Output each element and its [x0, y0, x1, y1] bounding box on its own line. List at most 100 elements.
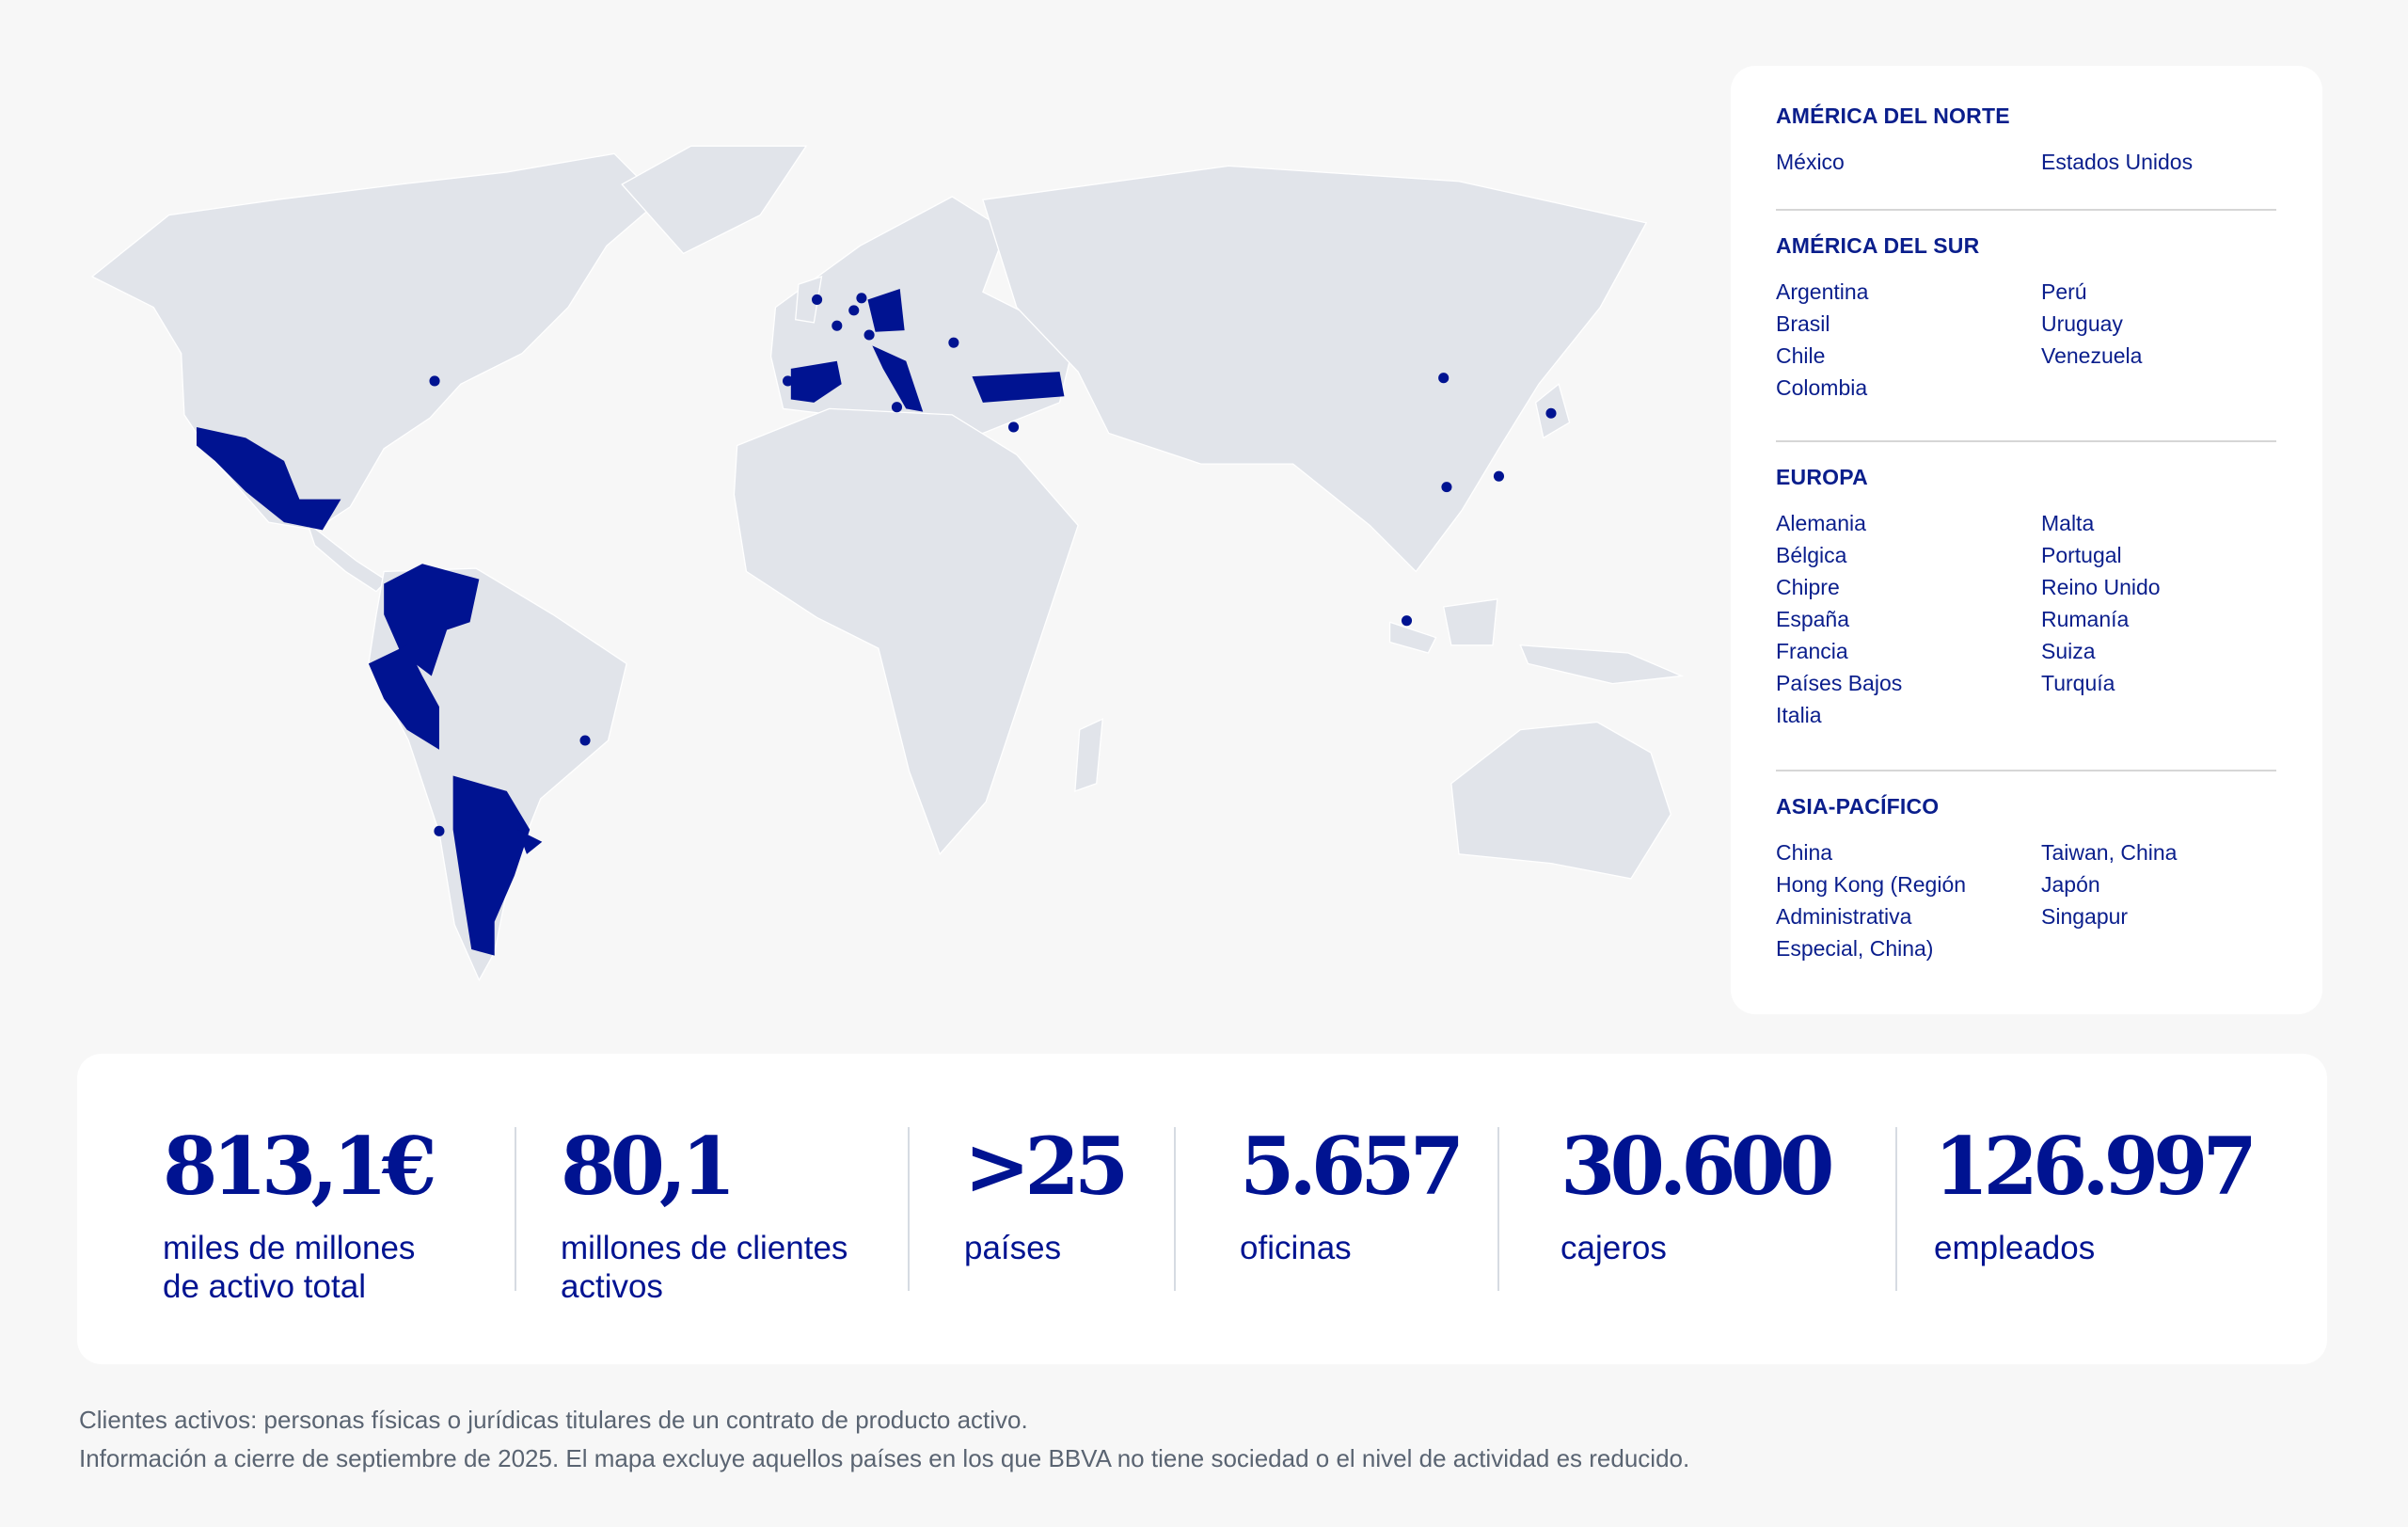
europe [769, 196, 1076, 435]
country-name: Turquía [2041, 671, 2115, 695]
location-dot [948, 337, 959, 348]
country-name: Italia [1776, 703, 1822, 727]
stat-label-line: activos [561, 1268, 663, 1305]
country-name: Perú [2041, 279, 2087, 304]
country-name: Venezuela [2041, 343, 2143, 368]
uk [795, 275, 823, 324]
central-america [306, 520, 388, 593]
location-dot [1008, 422, 1020, 433]
country-name: Chile [1776, 343, 1826, 368]
stat-value: 80,1 [561, 1120, 737, 1213]
country-name: Hong Kong (Región [1776, 872, 1967, 897]
country-name: Alemania [1776, 511, 1866, 535]
location-dot [579, 735, 591, 746]
stat-label-line: miles de millones [163, 1230, 416, 1266]
stat-value: 126.997 [1934, 1120, 2258, 1213]
sumatra [1388, 621, 1437, 654]
legend-region: AMÉRICA DEL NORTE México Estados Unidos [1776, 103, 2276, 178]
country-name: Reino Unido [2041, 575, 2161, 599]
stat-label: cajeros [1560, 1229, 1829, 1267]
location-dot [1493, 470, 1505, 482]
highlight-peru [368, 644, 439, 750]
divider [1895, 1127, 1897, 1291]
north-america [90, 152, 662, 532]
country-name: Taiwan, China [2041, 840, 2178, 865]
stat-label: países [964, 1229, 1123, 1267]
footnote-active-clients: Clientes activos: personas físicas o jur… [79, 1406, 1028, 1434]
highlight-spain [790, 360, 842, 403]
divider [1497, 1127, 1499, 1291]
key-figures-panel: 813,1€ miles de millones de activo total 80… [77, 1054, 2327, 1364]
location-dot [832, 320, 843, 331]
stat-value: 5.657 [1240, 1120, 1465, 1213]
country-name: Uruguay [2041, 311, 2123, 336]
region-title: EUROPA [1776, 465, 1868, 489]
highlight-italy [872, 345, 924, 412]
country-name: Bélgica [1776, 543, 1847, 567]
stat-label: oficinas [1240, 1229, 1459, 1267]
country-name: Especial, China) [1776, 936, 1934, 961]
highlight-uruguay [517, 829, 543, 854]
stat-label: millones de clientes activos [561, 1229, 848, 1306]
highlight-turkey [972, 372, 1065, 403]
location-dot [812, 294, 823, 305]
stat-item: 126.997 empleados [1934, 1120, 2258, 1267]
country-name: Portugal [2041, 543, 2122, 567]
stat-value: 30.600 [1560, 1120, 1834, 1213]
stat-label-line: de activo total [163, 1268, 366, 1305]
country-name: Francia [1776, 639, 1848, 663]
location-dot [434, 825, 445, 836]
country-name: Chipre [1776, 575, 1840, 599]
greenland [621, 145, 808, 255]
divider [908, 1127, 910, 1291]
divider [515, 1127, 516, 1291]
country-name: Suiza [2041, 639, 2096, 663]
footnote-info-date: Información a cierre de septiembre de 20… [79, 1444, 1690, 1472]
country-name: España [1776, 607, 1850, 631]
country-name: Malta [2041, 511, 2095, 535]
stat-item: 813,1€ miles de millones de activo total [163, 1120, 436, 1306]
location-dot [1401, 615, 1413, 627]
stat-item: >25 países [964, 1120, 1129, 1267]
highlight-mexico [196, 426, 341, 531]
stat-item: 80,1 millones de clientes activos [561, 1120, 848, 1306]
borneo [1442, 598, 1498, 646]
highlight-germany [867, 289, 905, 332]
divider [1174, 1127, 1176, 1291]
country-name: Argentina [1776, 279, 1869, 304]
location-dot [783, 375, 794, 387]
country-name: México [1776, 150, 1845, 174]
country-name: Estados Unidos [2041, 150, 2194, 174]
legend-region: AMÉRICA DEL SUR Argentina Brasil Chile Colom… [1776, 233, 2276, 404]
location-dot [863, 329, 875, 341]
location-dot [848, 305, 860, 316]
divider [1776, 209, 2276, 211]
highlight-argentina [452, 775, 531, 956]
legend-region: ASIA-PACÍFICO China Hong Kong (Región Admin… [1776, 794, 2276, 964]
stat-label: miles de millones de activo total [163, 1229, 431, 1306]
madagascar [1074, 718, 1104, 792]
asia [982, 165, 1648, 573]
legend-region: EUROPA Alemania Bélgica Chipre España Francia… [1776, 465, 2276, 731]
country-name: Administrativa [1776, 904, 1912, 929]
africa [733, 407, 1079, 856]
country-name: Colombia [1776, 375, 1868, 400]
divider [1776, 770, 2276, 771]
country-name: China [1776, 840, 1833, 865]
location-dot [429, 375, 440, 387]
stat-label-line: países [964, 1230, 1062, 1266]
stat-label-line: empleados [1934, 1230, 2096, 1266]
region-title: AMÉRICA DEL SUR [1776, 233, 1980, 258]
location-dot [856, 293, 867, 304]
divider [1776, 440, 2276, 442]
location-dot [1545, 407, 1557, 419]
australia [1450, 721, 1672, 880]
location-dot [1438, 373, 1450, 384]
stat-label-line: oficinas [1240, 1230, 1352, 1266]
new-guinea [1519, 644, 1685, 685]
country-name: Japón [2041, 872, 2100, 897]
location-dot [1441, 482, 1452, 493]
stat-label-line: millones de clientes [561, 1230, 848, 1266]
stat-value: 813,1€ [163, 1120, 436, 1213]
